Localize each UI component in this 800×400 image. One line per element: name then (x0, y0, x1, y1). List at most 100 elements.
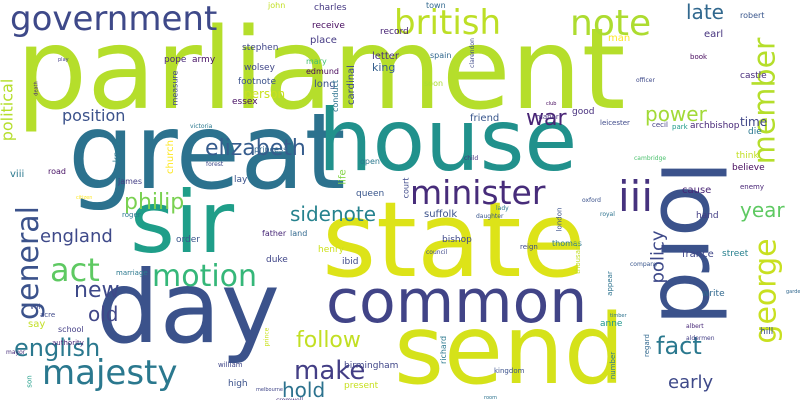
word-castle: castle (740, 71, 767, 81)
word-cause: cause (682, 185, 712, 196)
word-spain: spain (430, 51, 452, 60)
word-policy: policy (647, 230, 669, 284)
word-war: war (526, 106, 567, 131)
word-oxford: oxford (582, 197, 601, 204)
word-time: time (740, 115, 768, 129)
word-citizen: citizen (76, 195, 93, 201)
word-write: write (702, 289, 725, 299)
word-position: position (62, 106, 126, 125)
word-make: make (294, 356, 366, 386)
word-order: order (176, 235, 200, 245)
word-timber: timber (610, 313, 627, 319)
word-great: great (68, 91, 346, 213)
word-high: high (228, 379, 248, 389)
word-army: army (192, 55, 216, 65)
word-number: number (609, 351, 618, 380)
word-political: political (0, 78, 17, 142)
word-vol: vol (30, 303, 41, 311)
word-death: death (33, 81, 40, 96)
word-mayor: mayor (6, 349, 26, 356)
word-charles: charles (314, 3, 347, 13)
word-manor: manor (536, 113, 559, 121)
word-person: person (244, 87, 286, 101)
word-elizabeth: elizabeth (205, 136, 306, 161)
word-richard: richard (439, 335, 449, 365)
word-know: know (112, 138, 123, 163)
word-marriage: marriage (116, 269, 148, 277)
word-cardinal: cardinal (345, 65, 357, 105)
word-hill: hill (760, 327, 774, 337)
word-birmingham: birmingham (344, 361, 399, 371)
word-father: father (262, 229, 287, 238)
word-present: present (344, 381, 379, 391)
word-man: man (608, 33, 631, 44)
word-james: james (118, 177, 143, 186)
word-victoria: victoria (190, 123, 213, 130)
word-send: send (394, 294, 625, 400)
word-daughter: daughter (476, 213, 504, 220)
word-receive: receive (312, 21, 345, 31)
word-melbourne: melbourne (256, 387, 283, 393)
word-book: book (690, 53, 708, 61)
word-edmund: edmund (306, 67, 340, 76)
word-viii: viii (10, 169, 25, 180)
word-regard: regard (642, 334, 651, 357)
word-play: play (58, 57, 69, 63)
word-child: child (464, 155, 479, 162)
word-new: new (74, 278, 120, 303)
word-conduct: conduct (331, 79, 341, 113)
word-archbishop: archbishop (690, 121, 740, 131)
word-duke: duke (266, 255, 288, 265)
word-ibid: ibid (342, 257, 359, 267)
word-royal: royal (600, 211, 615, 218)
word-son: son (25, 375, 34, 388)
word-say: say (28, 319, 46, 330)
word-robert: robert (740, 11, 765, 20)
word-cambridge: cambridge (634, 155, 667, 162)
word-forest: forest (206, 161, 224, 168)
word-day: day (96, 249, 280, 366)
word-member: member (747, 37, 783, 165)
word-reign: reign (520, 243, 538, 251)
word-measure: measure (170, 70, 180, 106)
word-follow: follow (296, 328, 361, 353)
word-minister: minister (410, 173, 546, 212)
word-suffolk: suffolk (424, 209, 458, 220)
word-lady: lady (496, 205, 509, 212)
word-princess: princess (254, 145, 288, 154)
word-authority: authority (52, 339, 84, 347)
word-church: church (164, 140, 176, 174)
word-long: long (314, 79, 336, 90)
word-life: life (337, 169, 349, 185)
word-think: think (736, 151, 759, 161)
word-bishop: bishop (442, 235, 472, 245)
word-hold: hold (282, 378, 326, 400)
word-letter: letter (372, 51, 400, 62)
word-cromwell: cromwell (276, 398, 303, 400)
word-mary: mary (306, 57, 327, 66)
word-school: school (58, 325, 84, 334)
word-footnote: footnote (238, 77, 276, 87)
word-place: place (310, 35, 337, 46)
word-fact: fact (656, 332, 702, 360)
word-sidenote: sidenote (290, 202, 377, 226)
word-council: council (426, 249, 448, 256)
word-albert: albert (686, 323, 704, 330)
word-king: king (372, 61, 396, 74)
word-william: william (218, 361, 243, 369)
word-early: early (668, 372, 714, 393)
word-believe: believe (732, 163, 765, 173)
word-sir: sir (130, 173, 235, 273)
word-kingdom: kingdom (494, 367, 525, 375)
word-english: english (14, 334, 101, 362)
word-acre: acre (40, 311, 56, 319)
word-common: common (326, 267, 588, 337)
word-thomas: thomas (552, 239, 582, 248)
word-earl: earl (704, 29, 724, 40)
word-motion: motion (152, 259, 258, 294)
word-town: town (426, 1, 446, 10)
word-henry: henry (318, 245, 344, 255)
word-appear: appear (605, 271, 614, 296)
word-france: france (682, 249, 714, 260)
